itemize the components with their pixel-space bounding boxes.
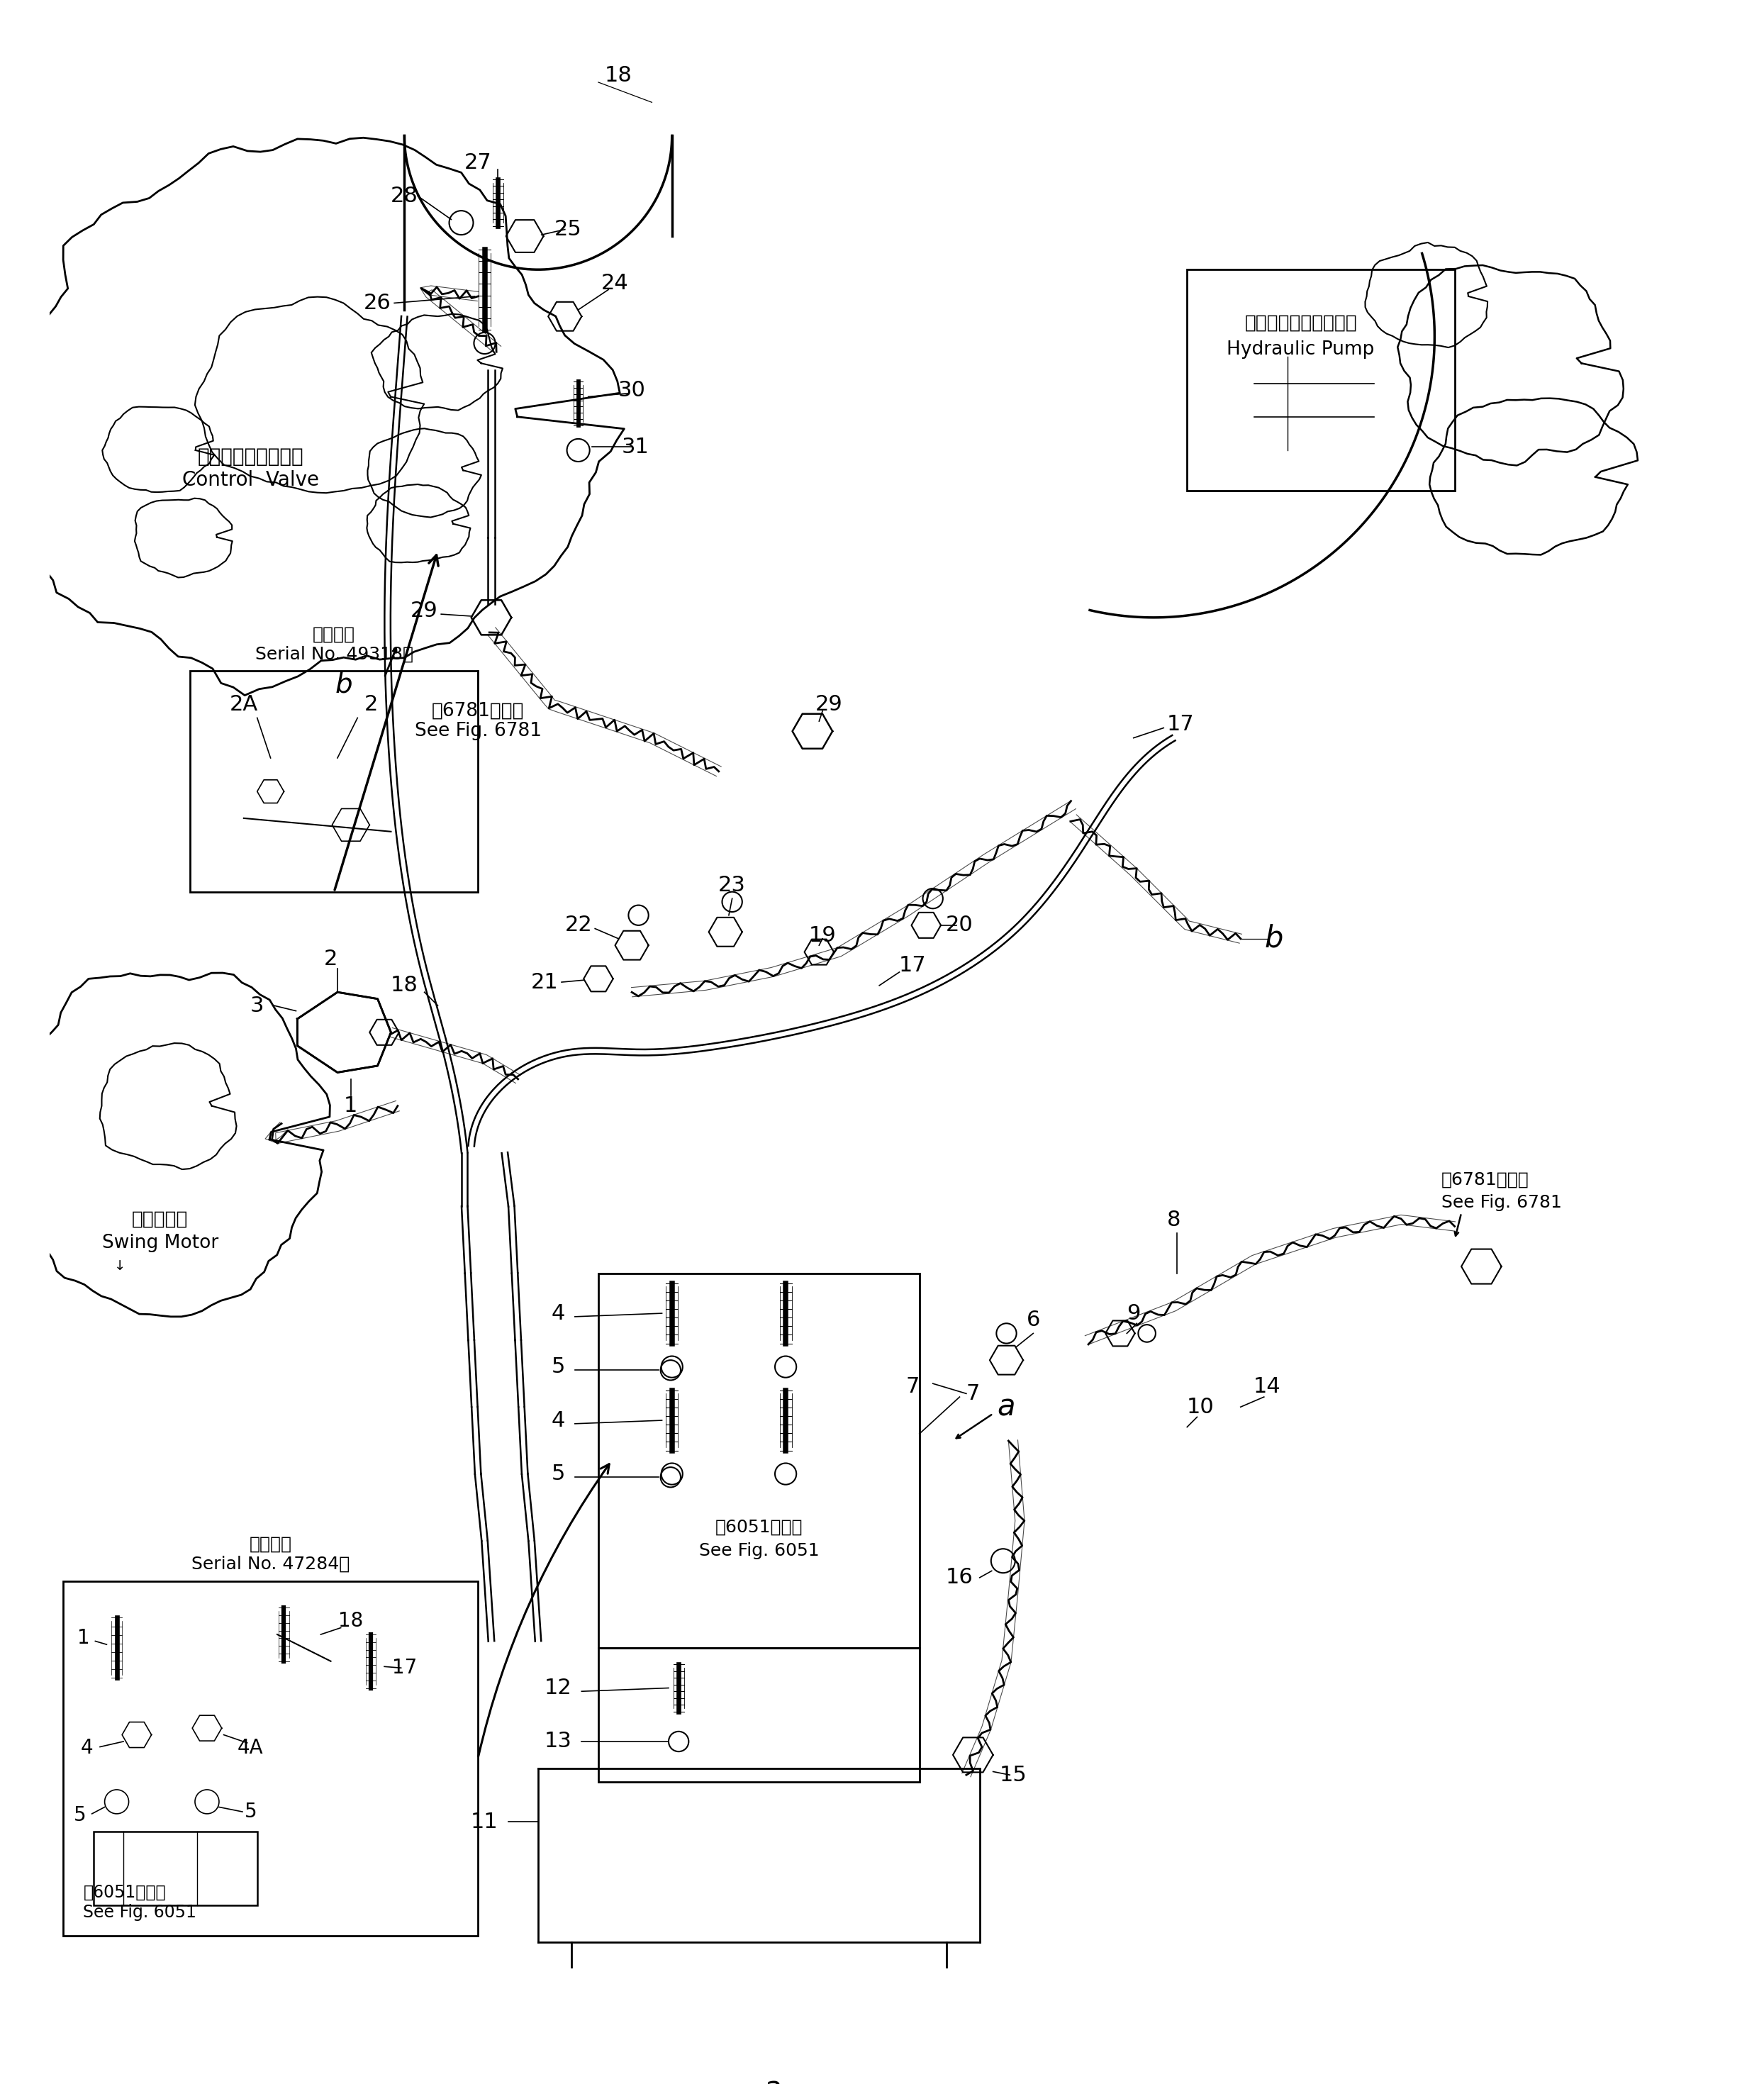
Text: 31: 31 [621, 438, 649, 456]
Text: 2: 2 [363, 694, 377, 715]
Polygon shape [332, 809, 370, 842]
Text: ↓: ↓ [115, 1259, 125, 1273]
Text: 20: 20 [946, 915, 974, 936]
Text: b: b [1265, 923, 1284, 954]
Bar [598, 1273, 919, 1648]
Polygon shape [471, 600, 512, 636]
Text: 17: 17 [900, 954, 926, 975]
Text: 14: 14 [1254, 1378, 1281, 1396]
Polygon shape [258, 779, 284, 802]
Text: 27: 27 [464, 152, 492, 173]
Text: 4: 4 [81, 1738, 93, 1759]
Text: 12: 12 [545, 1678, 572, 1698]
Text: 4: 4 [552, 1302, 564, 1323]
Text: 21: 21 [531, 971, 559, 992]
Text: 1: 1 [78, 1628, 90, 1648]
Bar [598, 1648, 919, 1782]
Text: 7: 7 [907, 1378, 919, 1396]
Text: a: a [997, 1392, 1016, 1421]
Text: 17: 17 [392, 1659, 416, 1678]
Text: Swing Motor: Swing Motor [102, 1234, 219, 1252]
Text: Serial No. 49318～: Serial No. 49318～ [256, 646, 413, 663]
Bar [1187, 269, 1455, 490]
Polygon shape [549, 302, 582, 331]
Polygon shape [912, 913, 940, 938]
Polygon shape [122, 1721, 152, 1748]
Text: Control  Valve: Control Valve [182, 471, 319, 490]
Text: 1: 1 [344, 1096, 358, 1117]
Polygon shape [953, 1738, 993, 1771]
Polygon shape [804, 940, 834, 965]
Text: 29: 29 [411, 600, 437, 621]
Polygon shape [506, 221, 543, 252]
Text: 18: 18 [605, 65, 632, 85]
Text: 第6781図参照: 第6781図参照 [1441, 1171, 1529, 1188]
Text: 第6051図参照: 第6051図参照 [714, 1519, 803, 1536]
Text: See Fig. 6051: See Fig. 6051 [83, 1903, 196, 1921]
Text: 4: 4 [552, 1411, 564, 1430]
Text: b: b [335, 671, 353, 698]
Text: See Fig. 6781: See Fig. 6781 [415, 721, 542, 740]
Text: 15: 15 [1000, 1765, 1027, 1786]
Text: 10: 10 [1187, 1396, 1214, 1417]
Text: 第6781図参照: 第6781図参照 [432, 702, 524, 721]
Text: 25: 25 [554, 219, 582, 240]
Text: 23: 23 [718, 875, 746, 896]
Text: 18: 18 [339, 1611, 363, 1632]
Text: 7: 7 [967, 1384, 979, 1405]
Polygon shape [584, 967, 614, 992]
Text: 24: 24 [602, 273, 628, 294]
Polygon shape [709, 917, 743, 946]
Text: 5: 5 [74, 1805, 86, 1826]
Text: コントロールバルブ: コントロールバルブ [198, 446, 303, 467]
Text: 適用号機: 適用号機 [249, 1536, 291, 1553]
Text: 5: 5 [552, 1357, 564, 1378]
Polygon shape [1106, 1321, 1134, 1346]
Text: 2: 2 [325, 948, 337, 969]
Text: 3: 3 [250, 996, 265, 1015]
Text: Hydraulic Pump: Hydraulic Pump [1228, 340, 1374, 358]
Text: 旋回モータ: 旋回モータ [132, 1211, 189, 1230]
Text: See Fig. 6781: See Fig. 6781 [1441, 1194, 1561, 1211]
Text: 5: 5 [552, 1463, 564, 1484]
Text: 5: 5 [243, 1803, 258, 1821]
Bar [93, 1832, 258, 1905]
Text: 29: 29 [815, 694, 843, 715]
Text: 13: 13 [545, 1732, 572, 1753]
Text: 28: 28 [390, 185, 418, 206]
Text: 適用号機: 適用号機 [312, 625, 355, 642]
Bar [64, 1582, 478, 1936]
Text: 30: 30 [617, 379, 646, 400]
Text: 17: 17 [1166, 715, 1194, 736]
Polygon shape [616, 932, 649, 961]
Text: 22: 22 [564, 915, 593, 936]
Text: 11: 11 [471, 1811, 499, 1832]
Text: 9: 9 [1127, 1302, 1140, 1323]
Text: Serial No. 47284～: Serial No. 47284～ [192, 1555, 349, 1573]
Polygon shape [1461, 1248, 1501, 1284]
Text: 第6051図参照: 第6051図参照 [83, 1884, 166, 1901]
Text: 18: 18 [390, 975, 418, 996]
Text: 2A: 2A [229, 694, 258, 715]
Text: 26: 26 [363, 292, 392, 313]
Polygon shape [298, 992, 392, 1073]
Text: 4A: 4A [238, 1738, 263, 1759]
Text: a: a [764, 2074, 781, 2084]
Polygon shape [370, 1019, 399, 1044]
Polygon shape [990, 1346, 1023, 1375]
Bar [191, 671, 478, 892]
Polygon shape [192, 1715, 222, 1740]
Text: See Fig. 6051: See Fig. 6051 [699, 1542, 818, 1559]
Text: ハイドロリックポンプ: ハイドロリックポンプ [1244, 315, 1357, 331]
Text: 16: 16 [946, 1567, 974, 1588]
Text: 19: 19 [808, 925, 836, 946]
Text: 6: 6 [1027, 1309, 1041, 1330]
Text: 8: 8 [1166, 1209, 1180, 1230]
Polygon shape [792, 715, 833, 748]
